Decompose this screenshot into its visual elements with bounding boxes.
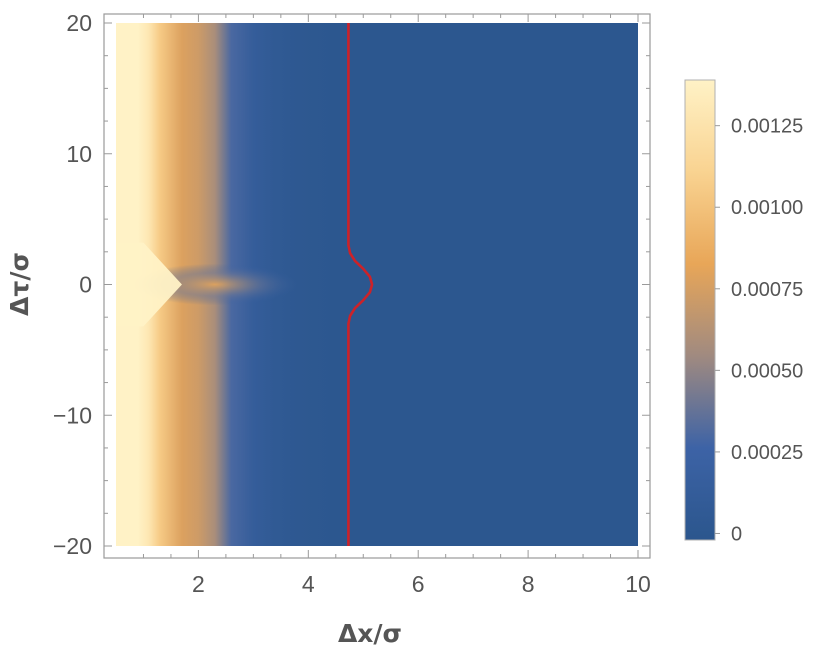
notch-glow [132, 263, 298, 306]
y-tick-label: −20 [53, 533, 92, 559]
x-tick-labels: 2 4 6 8 10 [192, 571, 651, 597]
heatmap-notch [116, 242, 298, 327]
x-axis-title: Δx/σ [338, 619, 402, 648]
plot-area [116, 23, 638, 546]
zero-contour-line [347, 23, 374, 546]
x-tick-label: 4 [302, 571, 315, 597]
colorbar-tick-label: 0.00025 [731, 442, 803, 464]
y-tick-label: −10 [53, 402, 92, 428]
y-tick-label: 0 [79, 272, 92, 298]
x-tick-label: 6 [412, 571, 425, 597]
y-tick-label: 20 [66, 10, 92, 36]
y-tick-label: 10 [66, 141, 92, 167]
colorbar-tick-label: 0 [731, 523, 742, 545]
x-tick-label: 8 [522, 571, 535, 597]
x-tick-label: 10 [625, 571, 651, 597]
colorbar-tick-label: 0.00075 [731, 279, 803, 301]
y-axis-title: Δτ/σ [5, 252, 34, 316]
colorbar-ticks [715, 125, 720, 534]
notch-wedge [116, 242, 182, 327]
colorbar-tick-label: 0.00050 [731, 360, 803, 382]
colorbar: 0.00125 0.00100 0.00075 0.00050 0.00025 0 [684, 79, 803, 546]
axis-ticks [104, 14, 650, 558]
colorbar-frame [684, 79, 716, 541]
colorbar-tick-label: 0.00125 [731, 116, 803, 138]
colorbar-gradient [685, 80, 715, 540]
plot-frame [103, 13, 651, 559]
x-tick-label: 2 [192, 571, 205, 597]
colorbar-tick-labels: 0.00125 0.00100 0.00075 0.00050 0.00025 0 [731, 116, 803, 546]
colorbar-tick-label: 0.00100 [731, 197, 803, 219]
y-tick-labels: 20 10 0 −10 −20 [53, 10, 92, 559]
